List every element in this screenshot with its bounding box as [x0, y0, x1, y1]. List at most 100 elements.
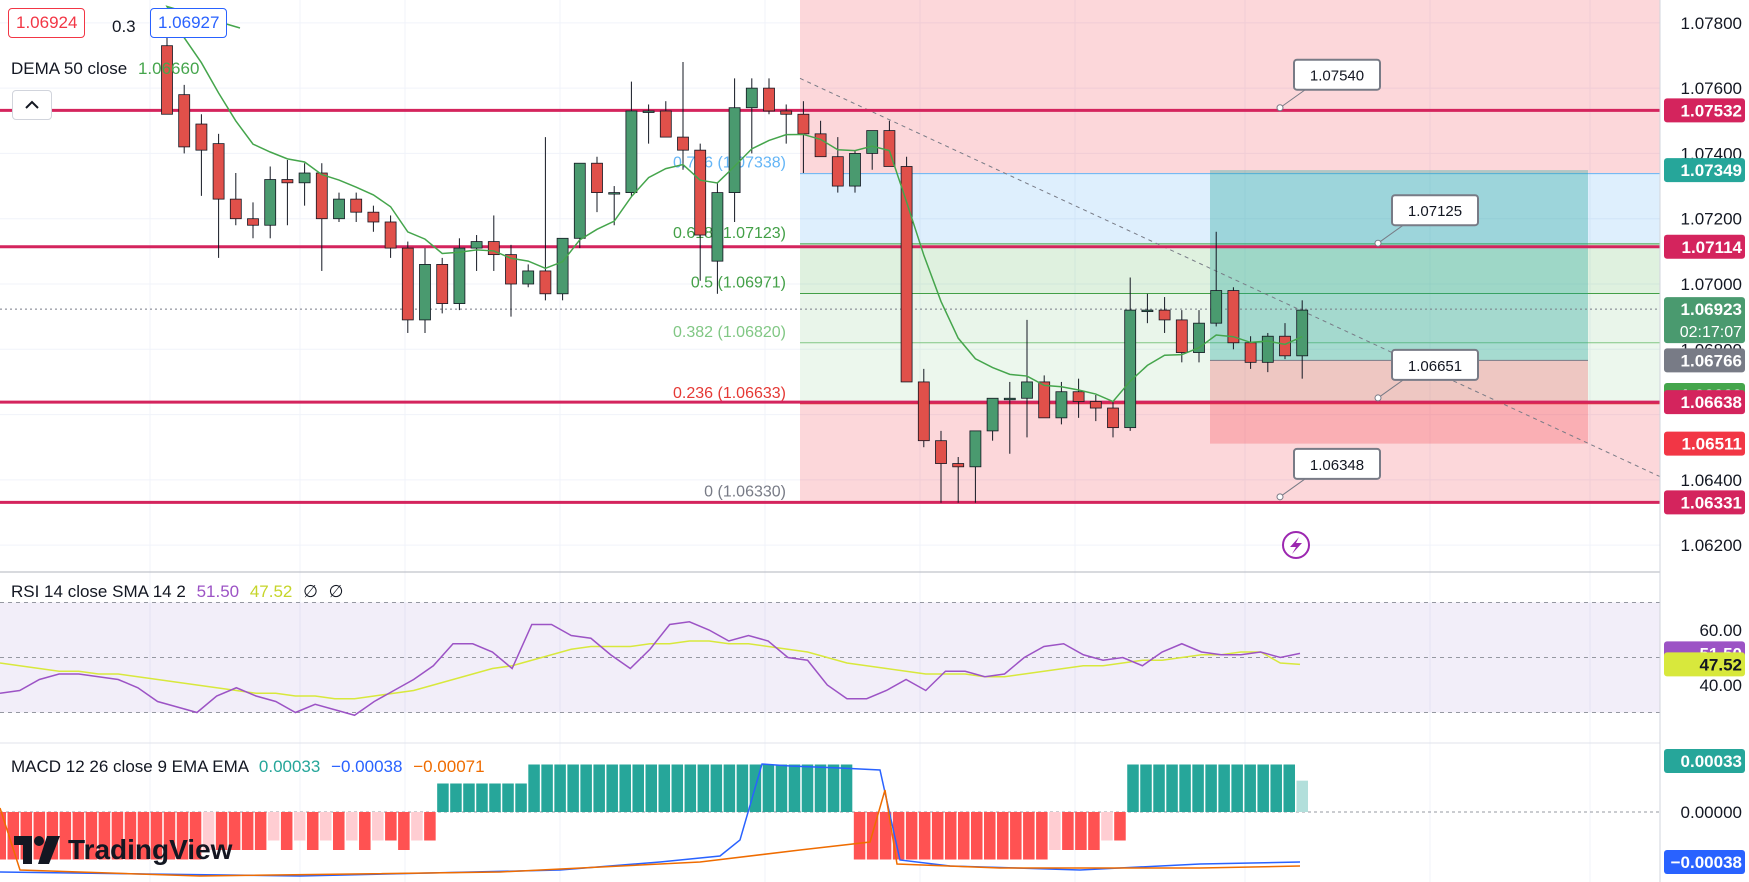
price-axis-tag: 1.06511 — [1681, 435, 1742, 454]
price-axis-tag-bg — [1664, 390, 1745, 415]
candle-body — [350, 198, 363, 213]
macd-histogram-bar — [124, 812, 137, 860]
candle — [1055, 381, 1068, 425]
macd-histogram-bar — [176, 812, 189, 860]
dema-legend[interactable]: DEMA 50 close 1.06660 — [11, 59, 199, 79]
ohlc-bid-value: 1.06924 — [16, 13, 78, 32]
candle-body — [573, 162, 586, 239]
rsi-line — [0, 620, 1301, 717]
candle-body — [797, 113, 810, 135]
fib-level-label: 0.382 (1.06820) — [673, 324, 786, 341]
macd-hist-legend-value: 0.00033 — [258, 757, 321, 776]
macd-legend[interactable]: MACD 12 26 close 9 EMA EMA 0.00033 −0.00… — [11, 757, 485, 777]
candle — [1124, 277, 1137, 431]
macd-histogram-bar — [85, 812, 98, 860]
candle — [711, 182, 724, 294]
candle — [642, 104, 655, 144]
macd-histogram-bar — [293, 812, 306, 841]
ohlc-ask-box[interactable]: 1.06927 — [150, 8, 228, 38]
callout-box — [1293, 58, 1381, 91]
macd-axis-tag: 0.00033 — [1681, 752, 1742, 771]
candle — [315, 163, 328, 271]
macd-histogram-bar — [905, 812, 918, 860]
callout-anchor — [1276, 493, 1284, 501]
macd-histogram-bar — [684, 764, 697, 812]
rsi-tick-label: 40.00 — [1699, 676, 1742, 695]
collapse-button[interactable] — [12, 90, 52, 120]
candle-body — [831, 156, 844, 187]
rsi-legend-na-2: ∅ — [328, 582, 344, 601]
candle — [212, 133, 225, 258]
candle — [453, 238, 466, 311]
price-tick-label: 1.07800 — [1681, 14, 1742, 33]
price-axis-tag-bg — [1664, 348, 1745, 373]
macd-histogram-bar — [957, 812, 970, 860]
candle-body — [1038, 381, 1051, 419]
macd-histogram-bar — [580, 764, 592, 812]
macd-histogram-bar — [1023, 812, 1035, 860]
macd-histogram-bar — [762, 764, 775, 812]
candle-body — [866, 130, 879, 154]
candle-body — [763, 87, 775, 112]
candle-body — [711, 192, 724, 262]
rsi-legend[interactable]: RSI 14 close SMA 14 2 51.50 47.52 ∅ ∅ — [11, 582, 343, 602]
macd-histogram-bar — [541, 764, 553, 812]
candle — [1261, 332, 1274, 373]
price-callout: 1.06348 — [1276, 447, 1381, 501]
callout-anchor — [1276, 104, 1284, 112]
macd-histogram-bar — [228, 812, 241, 850]
fib-zone-382 — [800, 342, 1660, 404]
candle-body — [814, 133, 827, 158]
macd-histogram-bar — [658, 764, 671, 812]
callout-pointer — [1377, 377, 1407, 399]
candle — [866, 130, 879, 170]
candle — [487, 215, 500, 271]
fib-level-label: 0.618 (1.07123) — [673, 225, 786, 242]
candle-body — [1003, 397, 1016, 401]
macd-histogram-bar — [853, 812, 866, 860]
lightning-icon — [1282, 531, 1310, 559]
callout-pointer — [1279, 87, 1309, 109]
candle-body — [1124, 309, 1137, 429]
candle — [229, 173, 242, 226]
macd-histogram-bar — [528, 764, 540, 812]
macd-histogram-bar — [723, 764, 736, 812]
candle-body — [367, 211, 380, 223]
candle-body — [1175, 319, 1188, 353]
dema-legend-value: 1.06660 — [137, 59, 200, 78]
trend-line — [799, 77, 1661, 478]
candle — [1158, 297, 1171, 333]
macd-line-legend-value: −0.00038 — [331, 757, 403, 776]
candle — [694, 143, 707, 281]
macd-histogram-bar — [632, 764, 644, 812]
macd-axis-tag-bg — [1664, 850, 1745, 874]
ohlc-bid-box[interactable]: 1.06924 — [8, 8, 86, 38]
candle-body — [935, 440, 947, 464]
macd-histogram-bar — [1101, 812, 1113, 841]
fib-level-label: 0.236 (1.06633) — [673, 385, 786, 402]
macd-histogram-bar — [944, 812, 957, 860]
macd-legend-label: MACD 12 26 close 9 EMA EMA — [11, 757, 249, 776]
candle-body — [229, 198, 242, 220]
macd-histogram-bar — [1257, 764, 1269, 812]
macd-histogram-bar — [1010, 812, 1022, 860]
candle-body — [591, 162, 603, 193]
macd-histogram-bar — [1127, 764, 1139, 812]
candle-body — [1089, 401, 1102, 409]
tradingview-logo[interactable]: TradingView — [14, 834, 232, 866]
macd-histogram-bar — [1049, 812, 1061, 850]
macd-axis-tag-bg — [1664, 749, 1745, 773]
candle — [849, 150, 861, 193]
macd-histogram-bar — [33, 812, 46, 860]
price-axis-tag-bg — [1664, 98, 1745, 123]
macd-histogram-bar — [489, 783, 501, 812]
macd-histogram-bar — [137, 812, 150, 860]
macd-histogram-bar — [788, 764, 801, 812]
lightning-icon-bolt — [1290, 537, 1302, 554]
rsi-legend-value: 51.50 — [196, 582, 240, 601]
fib-level-label: 0.5 (1.06971) — [691, 274, 786, 291]
candle — [1279, 323, 1291, 360]
candle — [1072, 378, 1085, 418]
macd-histogram-bar — [46, 812, 59, 860]
